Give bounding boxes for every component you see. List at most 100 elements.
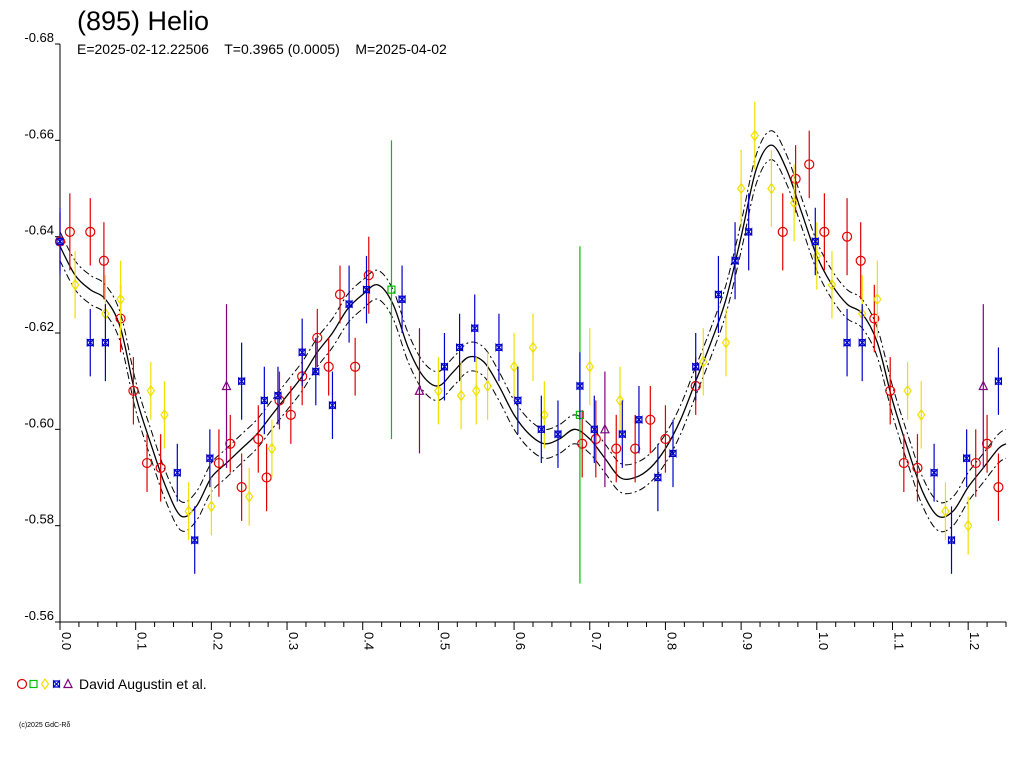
data-point — [207, 500, 216, 513]
data-point — [70, 278, 80, 291]
data-point — [128, 385, 139, 396]
data-point — [692, 362, 700, 372]
data-point — [225, 438, 236, 449]
data-point — [858, 338, 866, 348]
data-point — [206, 453, 214, 463]
data-point — [483, 379, 492, 393]
data-point — [812, 249, 822, 262]
data-point — [611, 443, 622, 454]
model-curve — [59, 144, 1007, 518]
data-point — [885, 385, 896, 396]
data-point — [827, 278, 837, 291]
data-point — [146, 384, 156, 397]
data-point — [184, 505, 193, 518]
copyright-text: (c)2025 GdC-Rδ — [19, 722, 70, 729]
data-point — [328, 400, 337, 410]
data-points — [54, 101, 1004, 584]
data-point — [811, 237, 819, 246]
legend-markers — [16, 677, 73, 691]
data-point — [576, 381, 584, 391]
data-point — [213, 457, 225, 469]
data-point — [554, 429, 562, 439]
data-point — [630, 443, 641, 454]
data-point — [455, 343, 464, 352]
data-point — [98, 255, 109, 266]
y-tick-label: -0.58 — [24, 512, 54, 527]
data-point — [312, 332, 323, 343]
data-point — [963, 453, 971, 463]
data-point — [590, 424, 598, 434]
data-point — [978, 380, 989, 391]
data-point — [912, 462, 923, 473]
x-tick-label: 0.1 — [135, 632, 150, 650]
data-point — [930, 468, 938, 478]
data-point — [274, 391, 282, 401]
data-point — [56, 237, 64, 246]
data-point — [312, 367, 320, 376]
data-point — [414, 384, 425, 395]
data-point — [963, 519, 973, 532]
data-point — [260, 395, 268, 405]
data-point — [173, 468, 181, 478]
data-point — [970, 457, 981, 469]
data-point — [537, 424, 545, 434]
data-point — [767, 182, 776, 195]
data-point — [585, 360, 594, 373]
data-point — [86, 338, 94, 348]
data-point — [660, 433, 671, 445]
data-point — [855, 255, 866, 266]
data-point — [85, 226, 96, 237]
data-point — [244, 490, 254, 503]
data-point — [590, 433, 601, 445]
data-point — [334, 289, 346, 300]
legend-label: David Augustin et al. — [79, 676, 207, 692]
data-point — [350, 361, 361, 372]
legend-marker — [40, 677, 50, 691]
data-point — [387, 285, 396, 294]
data-point — [298, 347, 306, 357]
data-point — [869, 313, 880, 324]
data-point — [285, 409, 296, 420]
data-point — [618, 429, 626, 439]
y-tick-label: -0.60 — [24, 415, 54, 430]
data-point — [699, 355, 708, 368]
data-point — [790, 173, 801, 184]
data-point — [362, 285, 371, 295]
data-point — [236, 482, 247, 493]
data-point — [363, 270, 374, 281]
x-tick-label: 0.0 — [59, 632, 74, 650]
data-point — [721, 336, 731, 349]
x-tick-label: 1.1 — [891, 632, 906, 650]
y-tick-label: -0.66 — [24, 126, 54, 141]
model-lower-band — [59, 159, 1007, 533]
data-point — [440, 362, 449, 372]
y-tick-label: -0.68 — [24, 30, 54, 45]
x-tick-label: 0.6 — [513, 632, 528, 650]
data-point — [994, 376, 1003, 386]
data-point — [635, 415, 643, 425]
plot-area: -0.68-0.66-0.64-0.62-0.60-0.58-0.56 0.0 0… — [24, 30, 1007, 650]
data-point — [253, 433, 264, 445]
chart-subtitle: E=2025-02-12.22506 T=0.3965 (0.0005) M=2… — [77, 41, 447, 57]
data-point — [141, 457, 153, 469]
x-tick-label: 0.3 — [286, 632, 301, 650]
data-point — [160, 408, 169, 421]
data-point — [731, 256, 739, 266]
y-tick-label: -0.56 — [24, 608, 54, 623]
y-axis-ticks: -0.68 -0.66 -0.64 -0.62 -0.60 -0.58 -0.56 — [24, 30, 60, 623]
data-point — [981, 438, 993, 449]
data-point — [654, 473, 662, 482]
data-point — [191, 535, 199, 545]
data-point — [345, 299, 353, 309]
data-point — [615, 394, 625, 407]
data-point — [917, 408, 926, 421]
data-point — [804, 159, 815, 170]
data-point — [116, 293, 125, 306]
data-point — [898, 457, 909, 469]
data-point — [514, 395, 522, 405]
data-point — [577, 438, 588, 449]
data-point — [714, 290, 723, 299]
data-point — [599, 423, 610, 434]
data-point — [238, 376, 246, 386]
